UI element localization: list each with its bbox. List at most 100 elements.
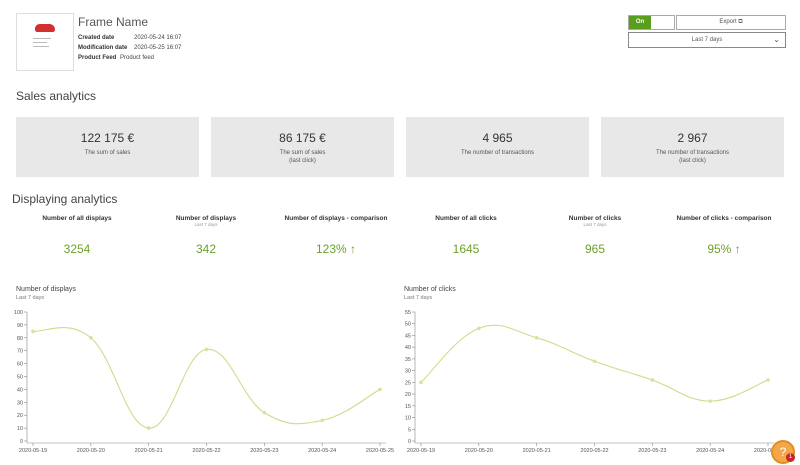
data-point (419, 380, 423, 385)
sales-card: 122 175 € The sum of sales (16, 117, 199, 177)
data-point (204, 347, 209, 352)
y-tick-label: 10 (405, 416, 411, 422)
thumb-line (33, 42, 47, 43)
card-value: 4 965 (482, 131, 513, 145)
question-icon: ? (779, 445, 787, 459)
sales-analytics-heading: Sales analytics (16, 89, 97, 103)
y-tick-label: 50 (17, 375, 23, 381)
kpi-title: Number of all clicks (435, 215, 497, 222)
modified-value: 2020-05-25 16:07 (134, 45, 182, 51)
card-label: The number of transactions (460, 150, 535, 156)
clicks-chart-title: Number of clicks (404, 286, 456, 293)
y-tick-label: 5 (408, 427, 411, 433)
data-point (477, 326, 481, 331)
x-tick-label: 2020-05-20 (77, 448, 105, 454)
kpi-title: Number of displays - comparison (284, 215, 388, 222)
data-point (262, 410, 267, 415)
x-tick-label: 2020-05-23 (250, 448, 278, 454)
data-point (534, 336, 539, 340)
y-tick-label: 60 (17, 362, 23, 368)
card-label: The sum of sales (279, 150, 326, 156)
kpi-title: Number of displays (175, 215, 237, 222)
kpi-item: Number of clicks - comparison 95% ↑ (659, 215, 789, 256)
kpi-item: Number of clicks Last 7 days 965 (530, 215, 660, 256)
data-point (31, 329, 35, 334)
kpi-item: Number of displays - comparison 123% ↑ (271, 215, 401, 256)
x-tick-label: 2020-05-23 (638, 448, 666, 454)
data-point (320, 418, 324, 423)
card-label: The number of transactions (655, 150, 730, 156)
frame-thumbnail (16, 13, 74, 71)
kpi-subtitle: Last 7 days (194, 222, 218, 227)
y-tick-label: 10 (17, 426, 23, 432)
y-tick-label: 50 (405, 322, 411, 328)
kpi-item: Number of all clicks 1645 (401, 215, 531, 256)
y-tick-label: 20 (405, 392, 411, 398)
notification-badge: 1 (786, 453, 795, 462)
y-tick-label: 90 (17, 323, 23, 329)
sales-card: 2 967 The number of transactions (last cl… (601, 117, 784, 177)
card-value: 2 967 (677, 131, 708, 145)
x-tick-label: 2020-05-19 (407, 448, 435, 454)
kpi-value: 95% ↑ (707, 242, 741, 256)
kpi-value: 1645 (452, 242, 480, 256)
kpi-item: Number of displays Last 7 days 342 (141, 215, 271, 256)
toggle-on-label: On (629, 16, 651, 29)
displaying-analytics-heading: Displaying analytics (12, 192, 118, 206)
y-tick-label: 35 (405, 357, 411, 363)
kpi-item: Number of all displays 3254 (12, 215, 142, 256)
modified-label: Modification date (78, 45, 128, 51)
thumb-line (33, 38, 51, 39)
date-range-select[interactable]: Last 7 days ⌄ (628, 32, 786, 48)
modified-row: Modification date 2020-05-25 16:07 (78, 45, 181, 51)
y-tick-label: 40 (405, 345, 411, 351)
y-tick-label: 0 (20, 439, 23, 445)
help-button[interactable]: ? 1 (771, 440, 795, 464)
feed-row: Product Feed Product feed (78, 55, 154, 61)
kpi-subtitle (401, 222, 531, 228)
card-sublabel: (last click) (679, 158, 706, 164)
x-tick-label: 2020-05-21 (523, 448, 551, 454)
kpi-title: Number of all displays (42, 215, 112, 222)
export-button[interactable]: Export ⧉ (676, 15, 786, 30)
x-tick-label: 2020-05-19 (19, 448, 47, 454)
frame-title: Frame Name (78, 15, 149, 29)
y-tick-label: 20 (17, 413, 23, 419)
x-tick-label: 2020-05-20 (465, 448, 493, 454)
created-label: Created date (78, 35, 115, 41)
series-line (32, 327, 381, 429)
date-range-value: Last 7 days (691, 37, 723, 43)
created-row: Created date 2020-05-24 16:07 (78, 35, 181, 41)
kpi-subtitle (271, 222, 401, 228)
data-point (146, 426, 151, 430)
displays-chart-title: Number of displays (16, 286, 76, 293)
series-line (420, 324, 769, 402)
x-tick-label: 2020-05-21 (135, 448, 163, 454)
data-point (592, 359, 597, 364)
on-off-toggle[interactable]: On (628, 15, 675, 30)
y-tick-label: 30 (405, 369, 411, 375)
created-value: 2020-05-24 16:07 (134, 35, 182, 41)
y-tick-label: 70 (17, 349, 23, 355)
kpi-value: 3254 (63, 242, 91, 256)
x-tick-label: 2020-05-24 (696, 448, 724, 454)
y-tick-label: 55 (405, 310, 411, 316)
y-tick-label: 30 (17, 400, 23, 406)
chevron-down-icon: ⌄ (773, 35, 780, 44)
x-tick-label: 2020-05-24 (308, 448, 336, 454)
thumb-line (33, 46, 49, 47)
y-tick-label: 25 (405, 380, 411, 386)
y-tick-label: 80 (17, 336, 23, 342)
kpi-value: 965 (584, 242, 606, 256)
y-tick-label: 0 (408, 439, 411, 445)
x-tick-label: 2020-05-25 (366, 448, 394, 454)
kpi-subtitle (659, 222, 789, 228)
clicks-chart-subtitle: Last 7 days (404, 295, 433, 301)
data-point (378, 387, 382, 392)
y-tick-label: 100 (14, 310, 23, 316)
card-value: 86 175 € (279, 131, 326, 145)
x-tick-label: 2020-05-22 (192, 448, 220, 454)
kpi-value: 342 (195, 242, 217, 256)
y-tick-label: 45 (405, 333, 411, 339)
displays-line-chart: 0 10 20 30 40 50 60 70 80 90 100 2020-05-19 2020-05-… (14, 310, 394, 454)
